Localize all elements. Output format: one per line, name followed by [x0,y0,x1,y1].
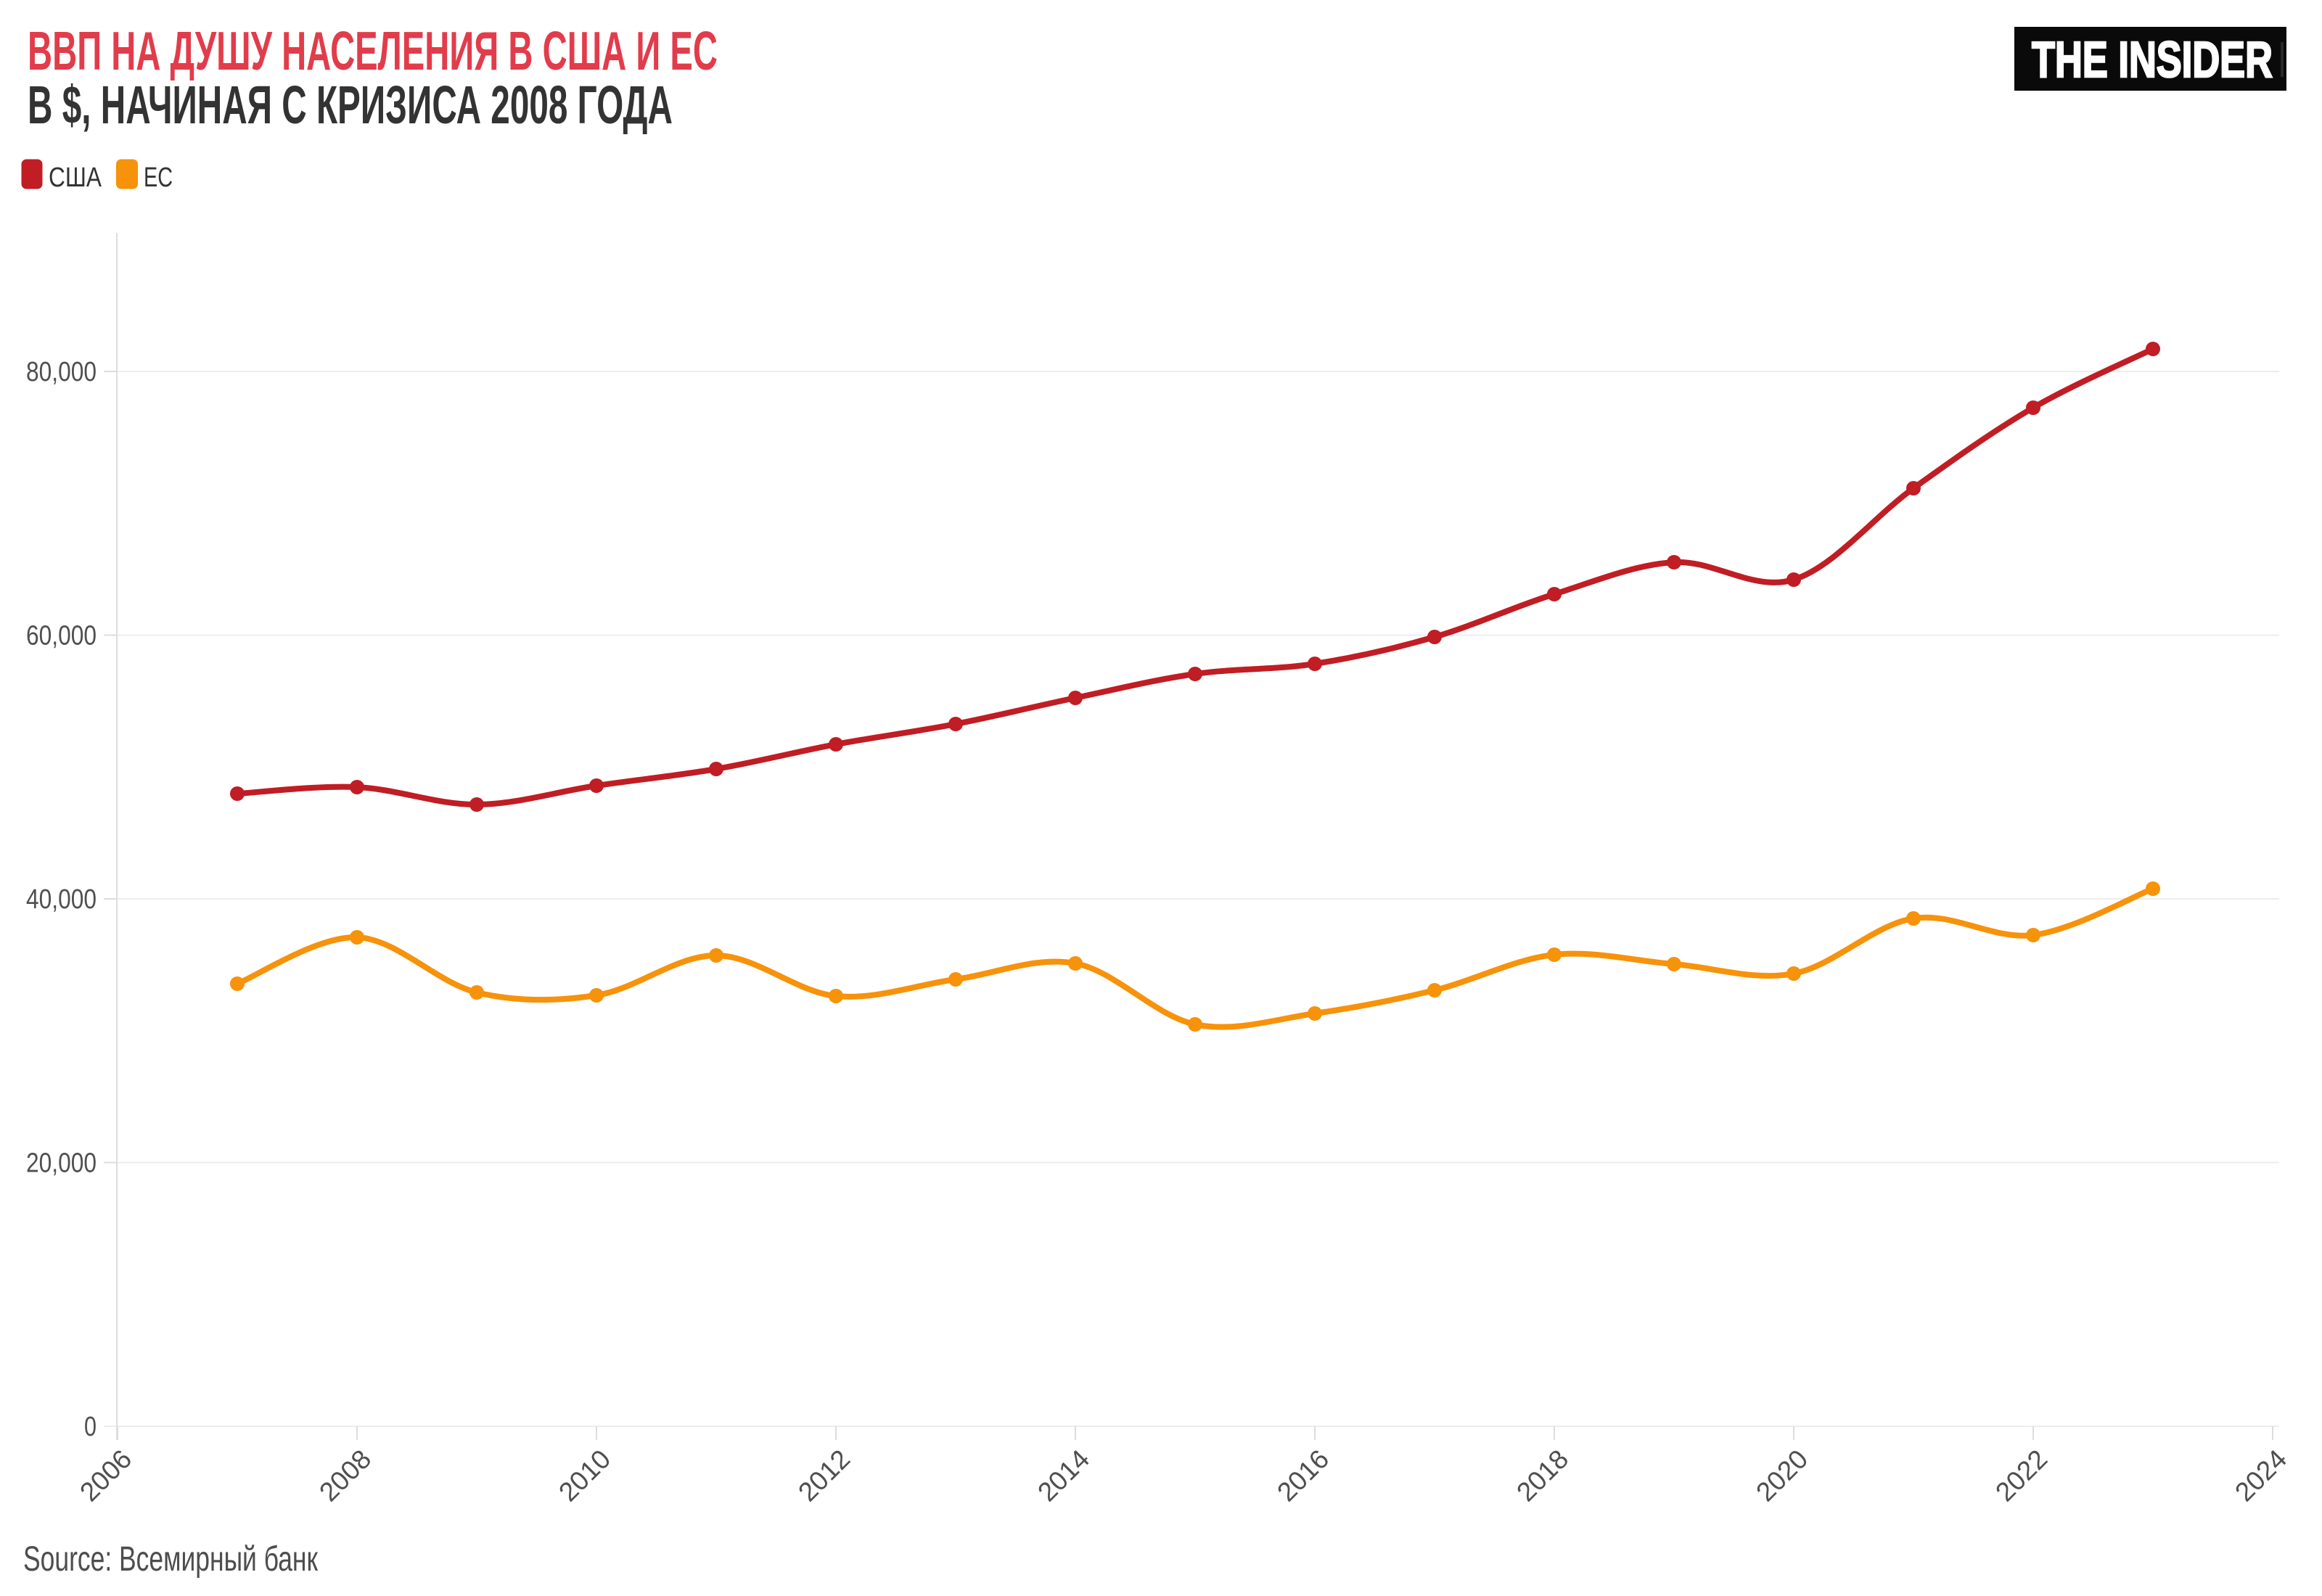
svg-text:40,000: 40,000 [26,884,97,915]
svg-text:В $, НАЧИНАЯ С КРИЗИСА 2008 ГО: В $, НАЧИНАЯ С КРИЗИСА 2008 ГОДА [28,75,673,135]
svg-text:20,000: 20,000 [26,1148,97,1178]
svg-text:Source: Всемирный банк: Source: Всемирный банк [23,1540,319,1579]
svg-text:ЕС: ЕС [144,163,173,193]
svg-text:США: США [49,163,102,193]
svg-text:60,000: 60,000 [26,620,97,651]
svg-text:ВВП НА ДУШУ НАСЕЛЕНИЯ В США И: ВВП НА ДУШУ НАСЕЛЕНИЯ В США И ЕС [28,20,718,81]
svg-text:0: 0 [84,1412,97,1442]
svg-text:80,000: 80,000 [26,357,97,387]
svg-text:THE INSIDER: THE INSIDER [2032,31,2273,88]
